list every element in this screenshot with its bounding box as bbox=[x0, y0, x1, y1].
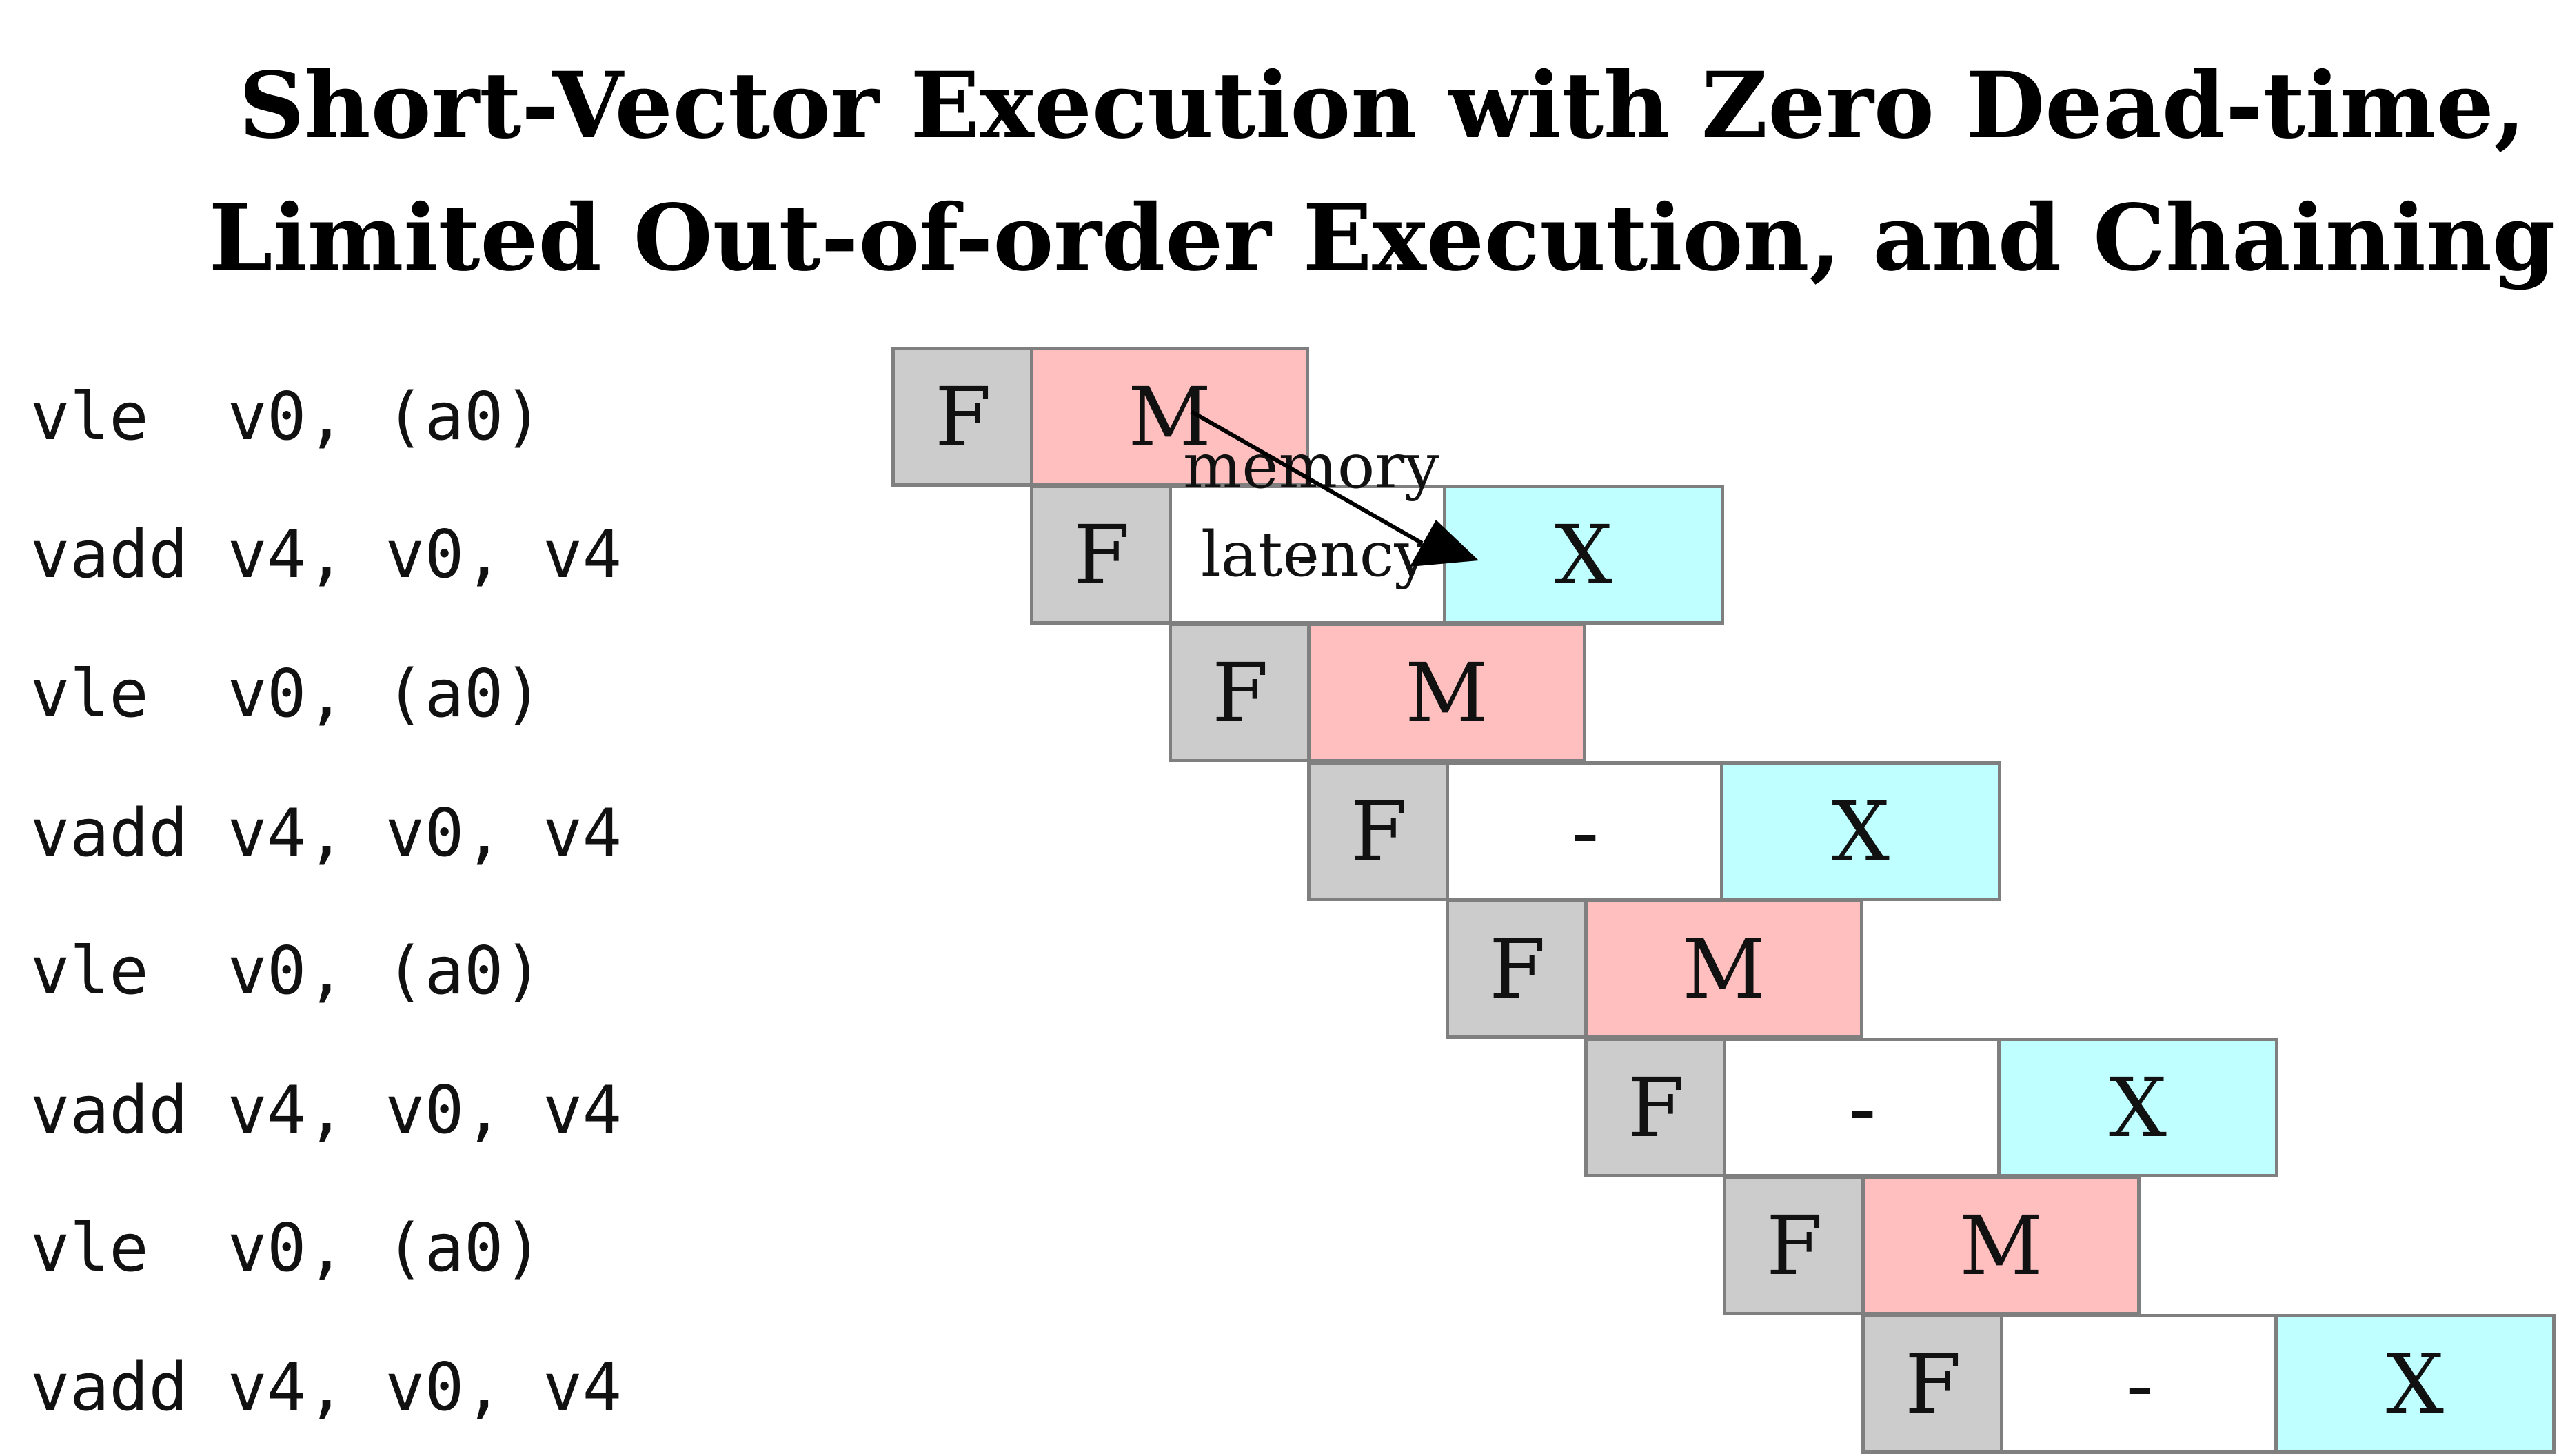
memory-latency-label-line-2: latency bbox=[1201, 518, 1430, 591]
row-2-fetch-cell: F bbox=[1030, 485, 1173, 625]
instruction-8: vadd v4, v0, v4 bbox=[30, 1350, 622, 1426]
row-1-memory-cell: M bbox=[1030, 347, 1309, 487]
row-6-stall-cell: - bbox=[1723, 1038, 2002, 1177]
instruction-6: vadd v4, v0, v4 bbox=[30, 1073, 622, 1149]
instruction-4: vadd v4, v0, v4 bbox=[30, 796, 622, 871]
row-8-fetch-cell: F bbox=[1861, 1314, 2005, 1454]
instruction-5: vle v0, (a0) bbox=[30, 933, 543, 1009]
instruction-2: vadd v4, v0, v4 bbox=[30, 517, 622, 593]
row-3-memory-cell: M bbox=[1307, 623, 1586, 762]
row-5-memory-cell: M bbox=[1584, 899, 1863, 1039]
memory-latency-dash: - bbox=[1296, 520, 1317, 592]
slide-title-line-1: Short-Vector Execution with Zero Dead-ti… bbox=[239, 52, 2526, 159]
row-7-memory-cell: M bbox=[1861, 1175, 2141, 1315]
row-6-execute-cell: X bbox=[1997, 1038, 2278, 1177]
row-5-fetch-cell: F bbox=[1446, 899, 1589, 1039]
memory-latency-label-line-1: memory bbox=[1183, 430, 1439, 503]
instruction-7: vle v0, (a0) bbox=[30, 1211, 543, 1286]
row-4-execute-cell: X bbox=[1720, 761, 2001, 901]
row-3-fetch-cell: F bbox=[1169, 623, 1312, 762]
instruction-1: vle v0, (a0) bbox=[30, 379, 543, 455]
instruction-3: vle v0, (a0) bbox=[30, 656, 543, 732]
row-6-fetch-cell: F bbox=[1584, 1038, 1728, 1177]
row-8-execute-cell: X bbox=[2274, 1314, 2556, 1454]
row-7-fetch-cell: F bbox=[1723, 1175, 1866, 1315]
row-4-fetch-cell: F bbox=[1307, 761, 1450, 901]
slide-title-line-2: Limited Out-of-order Execution, and Chai… bbox=[208, 185, 2556, 292]
row-2-execute-cell: X bbox=[1443, 485, 1724, 625]
row-8-stall-cell: - bbox=[2000, 1314, 2279, 1454]
